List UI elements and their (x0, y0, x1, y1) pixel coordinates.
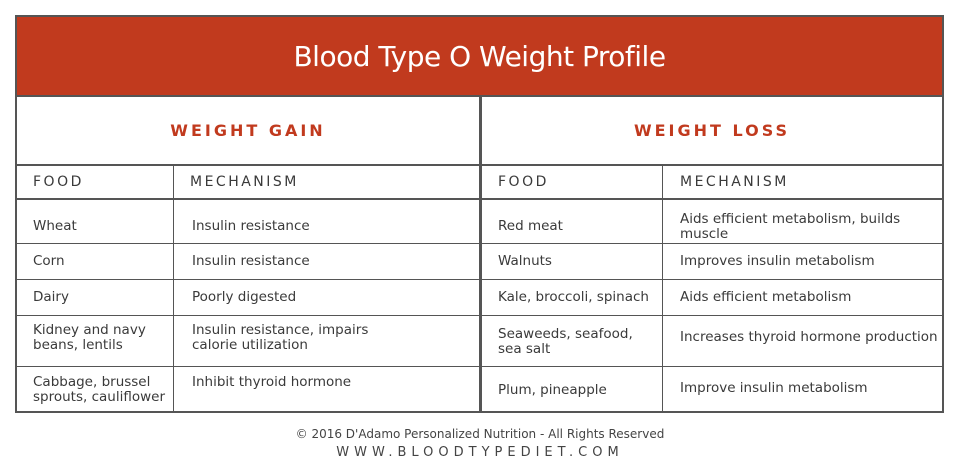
weight-loss-heading: WEIGHT LOSS (633, 121, 791, 140)
loss-mechanism-cell: Aids efficient metabolism, builds muscle (680, 210, 901, 242)
loss-food-cell: Walnuts (498, 253, 552, 269)
row-rule (17, 315, 942, 316)
gain-food-cell: Kidney and navy beans, lentils (33, 321, 146, 353)
loss-food-cell: Red meat (498, 218, 563, 234)
gain-mechanism-cell: Inhibit thyroid hormone (192, 373, 352, 390)
section-head-rule (17, 164, 942, 166)
weight-gain-heading: WEIGHT GAIN (170, 121, 326, 140)
loss-food-header: FOOD (498, 174, 549, 190)
row-rule (17, 243, 942, 244)
gain-food-cell: Corn (33, 253, 65, 269)
loss-mechanism-cell: Aids efficient metabolism (680, 288, 852, 305)
gain-food-cell: Wheat (33, 218, 77, 234)
gain-food-cell: Dairy (33, 288, 69, 305)
loss-mechanism-header: MECHANISM (680, 174, 789, 190)
loss-food-cell: Plum, pineapple (498, 381, 607, 398)
section-divider (479, 97, 482, 413)
loss-food-cell: Kale, broccoli, spinach (498, 288, 649, 305)
loss-col-divider (662, 166, 663, 413)
gain-mechanism-cell: Insulin resistance (192, 253, 310, 269)
row-rule (17, 279, 942, 280)
loss-mechanism-cell: Improves insulin metabolism (680, 253, 875, 269)
table-title: Blood Type O Weight Profile (17, 17, 942, 97)
loss-food-cell: Seaweeds, seafood, sea salt (498, 325, 633, 357)
col-head-rule (17, 198, 942, 200)
loss-mechanism-cell: Improve insulin metabolism (680, 379, 868, 396)
row-rule (17, 366, 942, 367)
gain-food-cell: Cabbage, brussel sprouts, cauliflower (33, 374, 165, 405)
loss-mechanism-cell: Increases thyroid hormone production (680, 329, 938, 345)
copyright-notice: © 2016 D'Adamo Personalized Nutrition - … (295, 427, 665, 441)
gain-mechanism-cell: Insulin resistance, impairs calorie util… (192, 321, 369, 353)
gain-col-divider (173, 166, 174, 413)
profile-table: Blood Type O Weight Profile WEIGHT GAIN … (15, 15, 944, 413)
gain-mechanism-cell: Poorly digested (192, 288, 297, 305)
website-link[interactable]: WWW.BLOODTYPEDIET.COM (336, 445, 624, 460)
gain-mechanism-header: MECHANISM (190, 174, 299, 190)
gain-food-header: FOOD (33, 174, 84, 190)
gain-mechanism-cell: Insulin resistance (192, 218, 310, 234)
